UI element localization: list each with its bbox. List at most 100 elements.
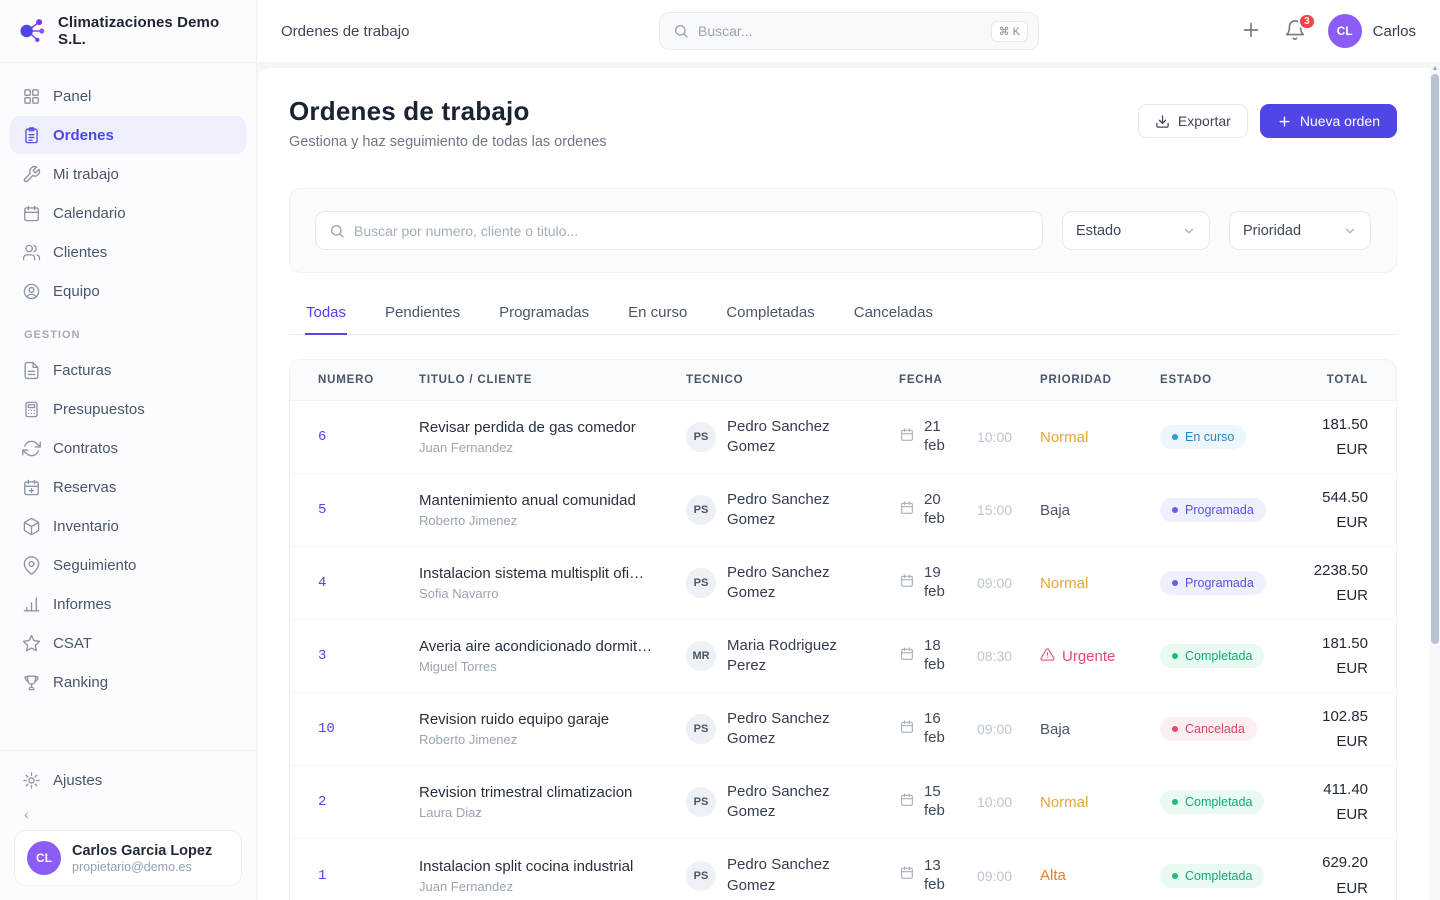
warning-icon xyxy=(1040,647,1055,666)
global-search-input[interactable] xyxy=(698,23,982,39)
time-value: 15:00 xyxy=(977,502,1013,518)
priority-cell: Baja xyxy=(1040,502,1160,519)
technician-name: Pedro Sanchez Gomez xyxy=(727,490,830,528)
column-header-titulo-cliente: TITULO / CLIENTE xyxy=(419,374,533,386)
tab-canceladas[interactable]: Canceladas xyxy=(853,304,933,321)
client-name: Juan Fernandez xyxy=(419,440,513,455)
map-pin-icon xyxy=(22,555,41,575)
orders-search-input[interactable] xyxy=(354,222,1029,239)
calendar-icon xyxy=(22,204,41,223)
sidebar-item-csat[interactable]: CSAT xyxy=(10,624,246,662)
sidebar-item-inventario[interactable]: Inventario xyxy=(10,507,246,545)
sidebar-item-label: Reservas xyxy=(53,478,117,496)
sidebar-item-mi-trabajo[interactable]: Mi trabajo xyxy=(10,155,246,193)
client-name: Juan Fernandez xyxy=(419,878,513,894)
technician-name: Pedro Sanchez Gomez xyxy=(727,417,830,455)
priority-cell: Normal xyxy=(1040,794,1160,811)
sidebar-item-ajustes[interactable]: Ajustes xyxy=(10,761,246,799)
table-row[interactable]: 4 Instalacion sistema multisplit ofi… Sofi… xyxy=(290,547,1396,620)
topbar-user-menu[interactable]: CL Carlos xyxy=(1327,14,1416,48)
sidebar-item-clientes[interactable]: Clientes xyxy=(10,233,246,271)
new-order-button[interactable]: Nueva orden xyxy=(1259,104,1397,138)
order-number: 10 xyxy=(318,721,335,737)
sidebar-item-label: Presupuestos xyxy=(53,400,145,418)
order-title: Revision ruido equipo garaje xyxy=(419,711,610,728)
status-cell: Programada xyxy=(1160,498,1299,522)
topbar: Ordenes de trabajo ⌘ K 3 CL Carlos xyxy=(257,0,1440,63)
priority-label: Alta xyxy=(1040,867,1066,884)
sidebar-item-facturas[interactable]: Facturas xyxy=(10,351,246,389)
sidebar-collapse-button[interactable]: ‹ xyxy=(10,800,246,828)
time-value: 10:00 xyxy=(977,429,1013,445)
technician-avatar: PS xyxy=(686,787,716,817)
sidebar-item-label: CSAT xyxy=(53,634,92,652)
sidebar-item-ordenes[interactable]: Ordenes xyxy=(10,116,246,154)
bell-icon xyxy=(1284,20,1306,45)
table-row[interactable]: 10 Revision ruido equipo garaje Roberto Ji… xyxy=(290,693,1396,766)
sidebar: Climatizaciones Demo S.L. Panel Ordenes Mi… xyxy=(0,0,257,900)
date-day: 19 xyxy=(924,564,941,582)
technician-cell: PS Pedro Sanchez Gomez xyxy=(686,417,899,458)
date-value: 16 feb xyxy=(924,710,954,748)
tab-programadas[interactable]: Programadas xyxy=(499,304,590,321)
date-day: 16 xyxy=(924,710,941,728)
sidebar-item-label: Ajustes xyxy=(53,771,103,789)
date-value: 15 feb xyxy=(924,783,954,821)
table-row[interactable]: 3 Averia aire acondicionado dormit… Miguel… xyxy=(290,620,1396,693)
sidebar-item-equipo[interactable]: Equipo xyxy=(10,272,246,310)
sidebar-item-panel[interactable]: Panel xyxy=(10,77,246,115)
scrollbar-thumb[interactable] xyxy=(1431,74,1439,644)
add-button[interactable] xyxy=(1240,19,1264,43)
prioridad-select[interactable]: Prioridad xyxy=(1229,211,1371,250)
status-badge: Programada xyxy=(1160,498,1266,522)
sidebar-item-label: Equipo xyxy=(53,282,100,300)
priority-label: Baja xyxy=(1040,501,1071,519)
priority-label: Normal xyxy=(1040,428,1089,446)
sidebar-item-reservas[interactable]: Reservas xyxy=(10,468,246,506)
tab-completadas[interactable]: Completadas xyxy=(726,304,815,321)
sidebar-user-card[interactable]: CL Carlos Garcia Lopez propietario@demo.… xyxy=(14,830,242,886)
refresh-icon xyxy=(22,439,41,458)
tab-todas[interactable]: Todas xyxy=(305,295,348,335)
sidebar-item-presupuestos[interactable]: Presupuestos xyxy=(10,390,246,428)
table-row[interactable]: 1 Instalacion split cocina industrial Juan… xyxy=(290,839,1396,900)
status-dot xyxy=(1172,434,1178,440)
scroll-up-arrow[interactable]: ▲ xyxy=(1431,65,1439,72)
status-dot xyxy=(1172,507,1178,513)
tab-en-curso[interactable]: En curso xyxy=(628,304,688,321)
total-cell: 411.40 EUR xyxy=(1299,777,1368,828)
main-area: Ordenes de trabajo ⌘ K 3 CL Carlos xyxy=(257,0,1440,900)
date-month: feb xyxy=(924,583,945,600)
bar-chart-icon xyxy=(22,595,41,614)
tab-pendientes[interactable]: Pendientes xyxy=(385,304,461,321)
page-header: Ordenes de trabajo Gestiona y haz seguim… xyxy=(289,96,1397,150)
status-dot xyxy=(1172,872,1178,879)
status-badge: Completada xyxy=(1160,863,1265,888)
status-label: Completada xyxy=(1185,649,1253,663)
sidebar-item-label: Contratos xyxy=(53,439,119,457)
calendar-small-icon xyxy=(899,427,915,448)
status-label: Programada xyxy=(1185,503,1254,517)
sidebar-item-calendario[interactable]: Calendario xyxy=(10,194,246,232)
sidebar-item-contratos[interactable]: Contratos xyxy=(10,429,246,467)
table-row[interactable]: 5 Mantenimiento anual comunidad Roberto Ji… xyxy=(290,474,1396,547)
column-header-fecha: FECHA xyxy=(899,374,943,386)
user-email: propietario@demo.es xyxy=(72,860,192,875)
export-button[interactable]: Exportar xyxy=(1137,104,1248,138)
table-row[interactable]: 2 Revision trimestral climatizacion Laura … xyxy=(290,766,1396,839)
sidebar-item-label: Panel xyxy=(53,87,92,105)
user-circle-icon xyxy=(22,282,41,301)
title-client-cell: Instalacion sistema multisplit ofi… Sofia… xyxy=(419,565,686,601)
sidebar-item-informes[interactable]: Informes xyxy=(10,585,246,623)
priority-label: Normal xyxy=(1040,793,1089,811)
column-header-total: TOTAL xyxy=(1326,374,1368,386)
chevron-down-icon xyxy=(1182,224,1196,238)
notifications-button[interactable]: 3 xyxy=(1284,13,1316,45)
estado-select[interactable]: Estado xyxy=(1062,211,1210,250)
sidebar-item-seguimiento[interactable]: Seguimiento xyxy=(10,546,246,584)
brand-logo-icon xyxy=(16,15,48,47)
table-row[interactable]: 6 Revisar perdida de gas comedor Juan Fern… xyxy=(290,401,1396,474)
order-number: 1 xyxy=(318,867,327,884)
sidebar-item-label: Ranking xyxy=(53,673,109,691)
sidebar-item-ranking[interactable]: Ranking xyxy=(10,663,246,701)
